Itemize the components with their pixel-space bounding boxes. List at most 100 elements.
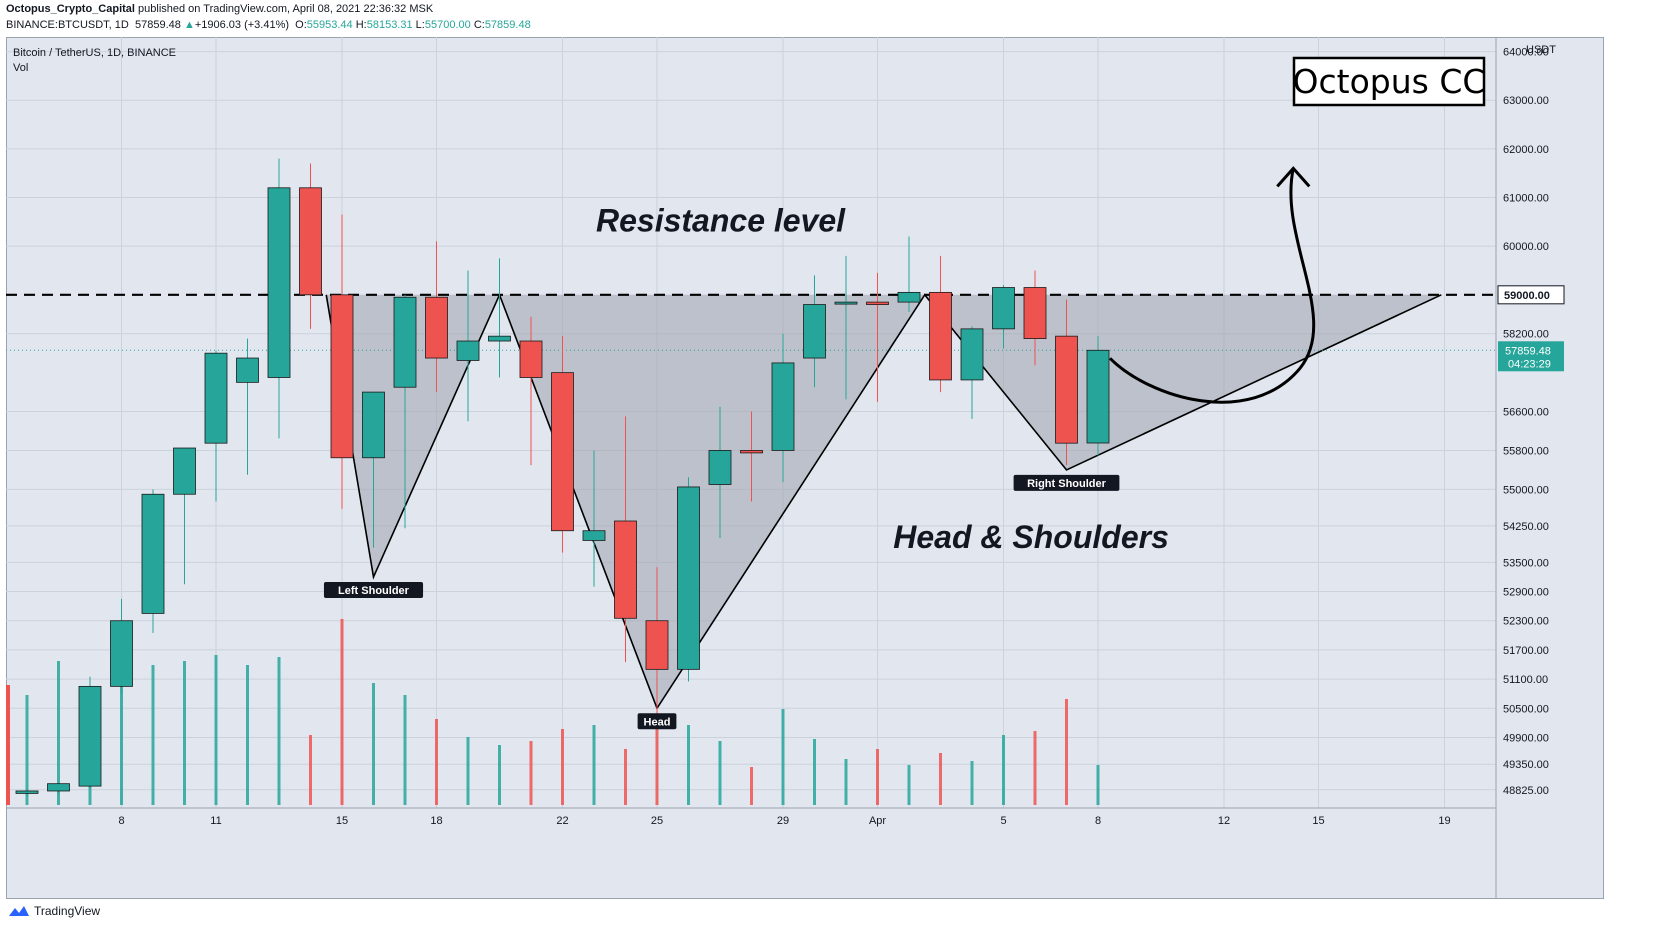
- volume-bar: [687, 725, 690, 805]
- price-tick-label: 55000.00: [1503, 484, 1549, 496]
- candle: [1086, 335, 1110, 456]
- candle-body: [47, 783, 70, 792]
- price-tick-label: 53500.00: [1503, 557, 1549, 569]
- time-tick-label: 25: [651, 815, 663, 827]
- volume-bar: [309, 735, 312, 805]
- candle: [929, 255, 952, 393]
- volume-bar: [750, 767, 753, 805]
- time-axis[interactable]: 8 11 15 18 22 25 29 Apr 5 8 12 15 19: [6, 807, 1496, 827]
- candle-body: [582, 530, 606, 541]
- candle: [425, 241, 448, 393]
- candle-body: [173, 447, 196, 495]
- pattern-fill: [326, 294, 1442, 709]
- candle-body: [456, 340, 480, 361]
- right-shoulder-label-bg: [1013, 474, 1120, 491]
- candle-body: [78, 685, 102, 787]
- price-tick-label: 49350.00: [1503, 759, 1549, 771]
- resistance-text: Resistance level: [596, 203, 846, 239]
- volume-bar: [592, 725, 596, 805]
- price-chart[interactable]: Left Shoulder Head Right Shoulder Resistanc…: [6, 37, 1676, 899]
- candle-body: [330, 294, 354, 459]
- candle: [771, 333, 795, 483]
- volume-bar: [655, 715, 659, 805]
- left-shoulder-label-bg: [323, 581, 424, 598]
- last-price: 57859.48: [134, 19, 181, 31]
- candle: [456, 270, 480, 422]
- volume-bar: [151, 665, 155, 805]
- candle-body: [645, 620, 669, 670]
- time-tick-label: 8: [1095, 815, 1101, 827]
- pattern-labels: Left Shoulder Head Right Shoulder Resistanc…: [323, 56, 1486, 730]
- arrow-up-icon: [1276, 166, 1311, 188]
- price-tick-label: 58200.00: [1503, 329, 1549, 341]
- volume-bar: [1002, 735, 1005, 805]
- high-value: 58153.31: [366, 19, 413, 31]
- candle: [15, 790, 39, 796]
- price-change: +1906.03 (+3.41%): [194, 19, 290, 31]
- high-label: H:: [355, 19, 367, 31]
- volume-bar: [876, 749, 879, 805]
- brand-text: Octopus CC: [1293, 62, 1486, 101]
- price-tick-label: 54250.00: [1503, 521, 1549, 533]
- candle: [992, 285, 1015, 349]
- volume-bar: [781, 709, 785, 805]
- candle-body: [614, 520, 637, 619]
- head-label-bg: [637, 713, 677, 730]
- volume-bar: [529, 741, 533, 805]
- head-and-shoulders-pattern: [325, 292, 1442, 711]
- candle: [582, 450, 606, 587]
- candle-body: [519, 340, 543, 378]
- tradingview-logo-icon[interactable]: [8, 904, 30, 918]
- candle: [866, 272, 889, 402]
- candle: [330, 214, 354, 509]
- volume-bar: [907, 765, 911, 805]
- candle: [173, 447, 196, 585]
- candle-body: [15, 790, 39, 794]
- candle: [393, 294, 417, 529]
- last-price-tag: 57859.48: [1505, 345, 1551, 357]
- volume-legend[interactable]: Vol: [13, 62, 29, 74]
- price-tick-label: 51700.00: [1503, 645, 1549, 657]
- volume-bar: [844, 759, 848, 805]
- countdown-timer: 04:23:29: [1508, 358, 1551, 370]
- volume-bar: [340, 619, 344, 805]
- candle: [236, 338, 259, 475]
- volume-bar: [277, 657, 281, 805]
- candle-body: [992, 287, 1015, 330]
- resistance-price-tag: 59000.00: [1504, 290, 1550, 302]
- price-tick-label: 63000.00: [1503, 95, 1549, 107]
- close-label: C:: [473, 19, 485, 31]
- volume-bar: [214, 655, 218, 805]
- candle: [1055, 299, 1078, 466]
- price-tick-label: 52300.00: [1503, 616, 1549, 628]
- candle-body: [236, 357, 259, 383]
- head-label: Head: [644, 716, 671, 728]
- candle-body: [488, 335, 511, 342]
- candle-body: [708, 450, 732, 485]
- time-tick-label: 19: [1438, 815, 1450, 827]
- brand-box: [1292, 56, 1486, 107]
- volume-bar: [561, 729, 564, 805]
- time-tick-label: 29: [777, 815, 789, 827]
- candle-body: [110, 620, 133, 687]
- time-tick-label: 11: [210, 815, 221, 827]
- author-name[interactable]: Octopus_Crypto_Capital: [6, 3, 135, 15]
- publish-header: Octopus_Crypto_Capital published on Trad…: [6, 3, 433, 15]
- volume-bar: [466, 737, 470, 805]
- volume-bars: [6, 619, 1100, 805]
- price-tick-label: 48825.00: [1503, 785, 1549, 797]
- volume-bar: [6, 685, 10, 805]
- symbol-legend[interactable]: Bitcoin / TetherUS, 1D, BINANCE: [13, 47, 177, 59]
- candle-body: [866, 301, 889, 305]
- candle-body: [771, 362, 795, 451]
- volume-bar: [57, 661, 60, 805]
- candle: [299, 163, 322, 329]
- footer-brand[interactable]: TradingView: [34, 904, 101, 918]
- pattern-text: Head & Shoulders: [893, 519, 1169, 555]
- candle: [834, 255, 858, 400]
- candle: [803, 275, 826, 388]
- candle: [740, 411, 763, 502]
- projection-curve: [1108, 168, 1316, 404]
- candle: [519, 316, 543, 466]
